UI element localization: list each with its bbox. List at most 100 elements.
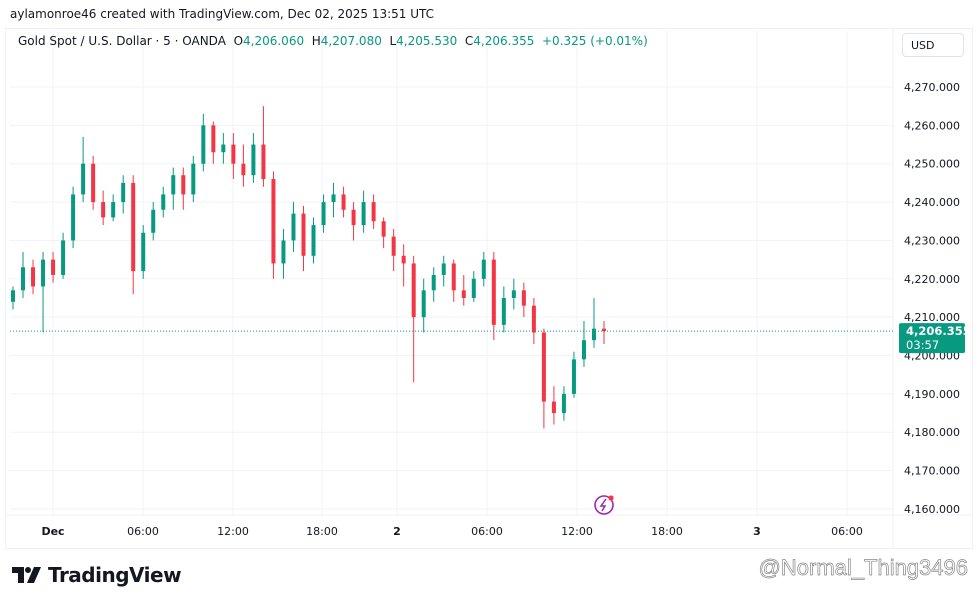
candle-body xyxy=(381,221,386,237)
y-tick-label: 4,190.000 xyxy=(904,388,960,401)
close-label: C xyxy=(464,34,474,48)
x-tick-label: 18:00 xyxy=(651,525,683,538)
change-value: +0.325 (+0.01%) xyxy=(542,34,648,48)
y-tick-label: 4,210.000 xyxy=(904,311,960,324)
close-value: 4,206.355 xyxy=(473,34,535,48)
candle-body xyxy=(151,209,156,233)
x-tick-label: 06:00 xyxy=(831,525,863,538)
candle-body xyxy=(451,263,456,291)
candle-body xyxy=(591,328,596,341)
candle-body xyxy=(461,290,466,298)
y-tick-label: 4,180.000 xyxy=(904,426,960,439)
brand-name: TradingView xyxy=(48,563,182,587)
candle-body xyxy=(11,290,15,302)
candle-body xyxy=(501,297,506,325)
candle-body xyxy=(31,267,36,287)
candle-body xyxy=(61,240,66,275)
tradingview-brand: TradingView xyxy=(12,563,182,587)
candle-body xyxy=(341,194,346,210)
tradingview-logo-icon xyxy=(12,567,41,583)
symbol-title[interactable]: Gold Spot / U.S. Dollar · 5 · OANDA xyxy=(18,34,226,48)
y-tick-label: 4,230.000 xyxy=(904,234,960,247)
x-tick-label: Dec xyxy=(41,525,64,538)
notification-dot xyxy=(608,495,614,501)
candle-body xyxy=(101,202,106,218)
candle-body xyxy=(301,213,306,256)
candle-body xyxy=(131,182,136,272)
candle-body xyxy=(121,182,126,203)
candle-body xyxy=(491,259,496,325)
y-tick-label: 4,220.000 xyxy=(904,273,960,286)
candle-body xyxy=(161,194,166,210)
low-label: L xyxy=(389,34,397,48)
lightning-bolt-glyph xyxy=(599,498,607,512)
price-tag-value: 4,206.355 xyxy=(906,324,971,338)
x-tick-label: 06:00 xyxy=(127,525,159,538)
x-tick-label: 2 xyxy=(393,525,401,538)
candle-body xyxy=(271,179,276,264)
candle-body xyxy=(291,213,296,241)
candle-body xyxy=(481,259,486,279)
candle-body xyxy=(541,332,546,402)
candle-body xyxy=(421,290,426,318)
candle-body xyxy=(602,328,606,332)
candle-body xyxy=(411,263,416,318)
candle-body xyxy=(371,202,376,222)
candle-body xyxy=(331,194,336,203)
candle-body xyxy=(91,163,96,203)
candle-body xyxy=(321,202,326,226)
candle-body xyxy=(281,240,286,264)
y-tick-label: 4,170.000 xyxy=(904,465,960,478)
candle-body xyxy=(391,236,396,256)
y-tick-label: 4,250.000 xyxy=(904,158,960,171)
candle-body xyxy=(81,163,86,195)
y-tick-label: 4,240.000 xyxy=(904,196,960,209)
candle-body xyxy=(211,125,216,153)
candle-body xyxy=(471,278,476,298)
watermark: @Normal_Thing3496 xyxy=(758,555,968,581)
candle-body xyxy=(571,359,576,394)
candle-body xyxy=(441,263,446,275)
chart-frame xyxy=(5,28,973,549)
x-tick-label: 18:00 xyxy=(306,525,338,538)
candle-body xyxy=(71,194,76,241)
candle-body xyxy=(171,175,176,195)
candle-body xyxy=(251,144,256,176)
high-label: H xyxy=(311,34,321,48)
y-tick-label: 4,270.000 xyxy=(904,81,960,94)
candle-body xyxy=(511,290,516,298)
ohlc-legend: Gold Spot / U.S. Dollar · 5 · OANDA O4,2… xyxy=(18,34,648,48)
candle-body xyxy=(521,290,526,306)
open-label: O xyxy=(233,34,244,48)
candle-body xyxy=(531,305,536,333)
candle-body xyxy=(221,144,226,153)
candle-body xyxy=(141,232,146,272)
candle-body xyxy=(181,175,186,195)
candle-body xyxy=(581,340,586,360)
currency-button[interactable]: USD xyxy=(902,33,964,57)
x-tick-label: 06:00 xyxy=(471,525,503,538)
price-tag xyxy=(899,323,965,354)
candle-body xyxy=(311,225,316,256)
candle-body xyxy=(401,255,406,264)
candle-body xyxy=(241,163,246,176)
open-value: 4,206.060 xyxy=(243,34,305,48)
candle-body xyxy=(361,202,366,226)
candle-body xyxy=(21,267,26,291)
y-tick-label: 4,260.000 xyxy=(904,119,960,132)
candle-body xyxy=(561,393,566,414)
y-tick-label: 4,160.000 xyxy=(904,503,960,516)
candle-body xyxy=(261,144,266,180)
x-tick-label: 12:00 xyxy=(561,525,593,538)
candle-body xyxy=(201,125,206,164)
candle-body xyxy=(191,163,196,195)
candle-body xyxy=(231,144,236,164)
x-tick-label: 3 xyxy=(753,525,761,538)
candle-body xyxy=(41,259,46,287)
candle-body xyxy=(351,209,356,226)
lightning-bolt-icon[interactable] xyxy=(594,495,614,515)
high-value: 4,207.080 xyxy=(320,34,382,48)
x-tick-label: 12:00 xyxy=(217,525,249,538)
candle-body xyxy=(551,401,556,414)
